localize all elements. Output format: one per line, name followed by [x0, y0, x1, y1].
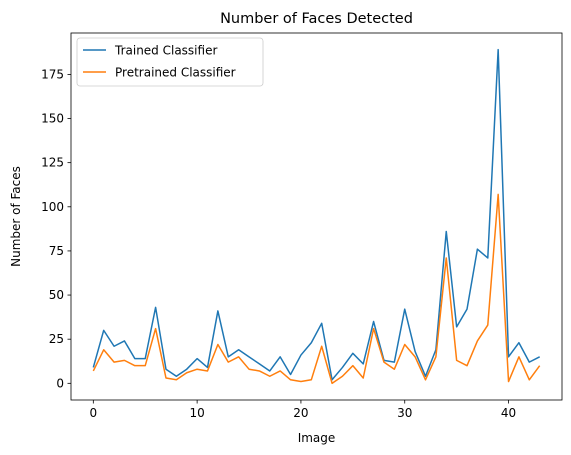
legend-label-trained: Trained Classifier: [114, 44, 217, 58]
chart-title: Number of Faces Detected: [220, 11, 413, 27]
legend: Trained Classifier Pretrained Classifier: [76, 37, 264, 87]
series-line-1: [92, 193, 541, 385]
y-tick-label: 150: [41, 112, 64, 126]
y-tick-label: 50: [49, 288, 64, 302]
series-layer: [92, 48, 541, 385]
y-tick-label: 75: [49, 244, 64, 258]
y-tick-label: 125: [41, 156, 64, 170]
x-tick-label: 10: [189, 406, 204, 420]
y-tick-label: 175: [41, 67, 64, 81]
x-tick-label: 30: [397, 406, 412, 420]
x-tick-label: 0: [89, 406, 97, 420]
legend-label-pretrained: Pretrained Classifier: [115, 66, 236, 80]
plot-frame: [70, 32, 563, 401]
y-axis-label: Number of Faces: [9, 166, 23, 267]
legend-box: [76, 37, 264, 87]
x-tick-label: 20: [293, 406, 308, 420]
x-tick-label: 40: [501, 406, 516, 420]
x-axis-label: Image: [298, 431, 336, 445]
plot-area: [71, 33, 562, 400]
y-tick-label: 0: [56, 376, 64, 390]
series-line-0: [92, 48, 541, 381]
x-axis-ticks: 0 10 20 30 40: [89, 400, 516, 420]
y-tick-label: 25: [49, 332, 64, 346]
y-tick-label: 100: [41, 200, 64, 214]
y-axis-ticks: 0 25 50 75 100 125 150 175: [41, 67, 71, 390]
